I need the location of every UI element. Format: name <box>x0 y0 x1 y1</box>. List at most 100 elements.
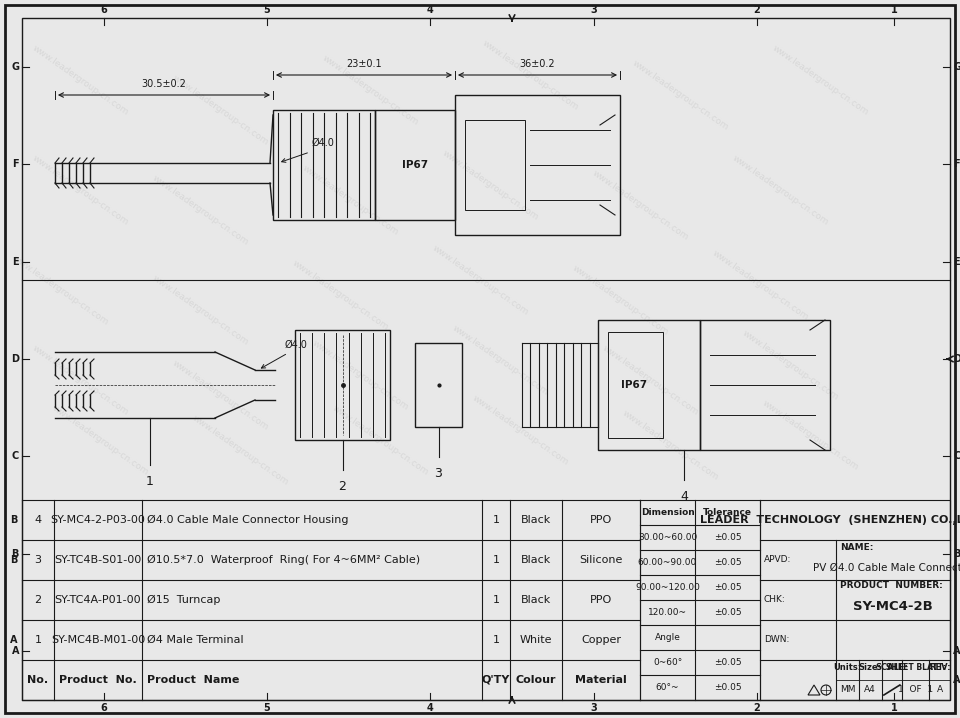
Text: 1: 1 <box>492 555 499 565</box>
Text: SY-TC4B-S01-00: SY-TC4B-S01-00 <box>55 555 142 565</box>
Text: Copper: Copper <box>581 635 621 645</box>
Bar <box>700 320 830 450</box>
Bar <box>415 343 462 427</box>
Text: 2: 2 <box>35 595 41 605</box>
Text: No.: No. <box>28 675 49 685</box>
Text: SY-MC4B-M01-00: SY-MC4B-M01-00 <box>51 635 145 645</box>
Text: PPO: PPO <box>589 595 612 605</box>
Bar <box>295 330 390 440</box>
Text: 1: 1 <box>891 703 898 713</box>
Text: www.leadergroup-cn.com: www.leadergroup-cn.com <box>441 148 540 222</box>
Text: NAME:: NAME: <box>840 544 874 552</box>
Text: www.leadergroup-cn.com: www.leadergroup-cn.com <box>30 43 130 117</box>
Text: A: A <box>11 635 17 645</box>
Text: 120.00~: 120.00~ <box>648 608 687 617</box>
Text: SY-TC4A-P01-00: SY-TC4A-P01-00 <box>55 595 141 605</box>
Text: 23±0.1: 23±0.1 <box>347 59 382 69</box>
Bar <box>455 95 620 235</box>
Text: 3: 3 <box>590 5 597 15</box>
Text: 1: 1 <box>492 515 499 525</box>
Text: ±0.05: ±0.05 <box>713 658 741 667</box>
Text: ±0.05: ±0.05 <box>713 683 741 692</box>
Text: 60.00~90.00: 60.00~90.00 <box>637 558 697 567</box>
Text: PRODUCT  NUMBER:: PRODUCT NUMBER: <box>840 582 943 590</box>
Text: Ø10.5*7.0  Waterproof  Ring( For 4~6MM² Cable): Ø10.5*7.0 Waterproof Ring( For 4~6MM² Ca… <box>147 555 420 565</box>
Text: PPO: PPO <box>589 515 612 525</box>
Text: APVD:: APVD: <box>764 556 791 564</box>
Text: 5: 5 <box>263 703 270 713</box>
Text: Colour: Colour <box>516 675 556 685</box>
Text: E: E <box>953 256 960 266</box>
Text: ±0.05: ±0.05 <box>713 558 741 567</box>
Text: www.leadergroup-cn.com: www.leadergroup-cn.com <box>11 253 109 327</box>
Text: LEADER  TECHNOLOGY  (SHENZHEN) CO.,LTMITED: LEADER TECHNOLOGY (SHENZHEN) CO.,LTMITED <box>701 515 960 525</box>
Text: www.leadergroup-cn.com: www.leadergroup-cn.com <box>480 38 580 112</box>
Text: SCALE:: SCALE: <box>876 663 908 673</box>
Text: 4: 4 <box>680 490 688 503</box>
Text: ±0.05: ±0.05 <box>713 608 741 617</box>
Text: www.leadergroup-cn.com: www.leadergroup-cn.com <box>310 338 410 411</box>
Text: Q'TY: Q'TY <box>482 675 510 685</box>
Text: Dimension: Dimension <box>640 508 694 517</box>
Text: www.leadergroup-cn.com: www.leadergroup-cn.com <box>600 343 700 416</box>
Text: 30.00~60.00: 30.00~60.00 <box>637 533 697 542</box>
Text: www.leadergroup-cn.com: www.leadergroup-cn.com <box>620 409 720 482</box>
Text: 6: 6 <box>100 703 107 713</box>
Text: 2: 2 <box>754 703 760 713</box>
Text: 1: 1 <box>35 635 41 645</box>
Text: 36±0.2: 36±0.2 <box>519 59 555 69</box>
Text: 3: 3 <box>435 467 443 480</box>
Text: Ø4.0: Ø4.0 <box>312 138 335 148</box>
Text: www.leadergroup-cn.com: www.leadergroup-cn.com <box>740 328 840 402</box>
Text: 60°~: 60°~ <box>656 683 680 692</box>
Text: A: A <box>12 646 19 656</box>
Text: ±0.05: ±0.05 <box>713 533 741 542</box>
Text: 1: 1 <box>492 595 499 605</box>
Text: www.leadergroup-cn.com: www.leadergroup-cn.com <box>430 243 530 317</box>
Text: C: C <box>953 452 960 462</box>
Text: www.leadergroup-cn.com: www.leadergroup-cn.com <box>150 173 250 247</box>
Text: 5: 5 <box>263 5 270 15</box>
Text: IP67: IP67 <box>402 160 428 170</box>
Text: www.leadergroup-cn.com: www.leadergroup-cn.com <box>170 358 270 432</box>
Text: E: E <box>12 256 19 266</box>
Text: www.leadergroup-cn.com: www.leadergroup-cn.com <box>630 58 730 131</box>
Text: Tolerance: Tolerance <box>703 508 752 517</box>
Text: A: A <box>937 686 943 694</box>
Text: www.leadergroup-cn.com: www.leadergroup-cn.com <box>300 163 399 237</box>
Text: 1  OF  1: 1 OF 1 <box>899 686 933 694</box>
Text: www.leadergroup-cn.com: www.leadergroup-cn.com <box>290 258 390 332</box>
Text: D: D <box>953 354 960 364</box>
Text: www.leadergroup-cn.com: www.leadergroup-cn.com <box>150 274 250 347</box>
Text: White: White <box>519 635 552 645</box>
Text: Material: Material <box>575 675 627 685</box>
Text: www.leadergroup-cn.com: www.leadergroup-cn.com <box>570 264 670 337</box>
Text: Black: Black <box>521 515 551 525</box>
Bar <box>375 110 455 220</box>
Text: ±0.05: ±0.05 <box>713 583 741 592</box>
Text: B: B <box>11 555 17 565</box>
Text: 2: 2 <box>754 5 760 15</box>
Text: A: A <box>953 646 960 656</box>
Text: Angle: Angle <box>655 633 681 642</box>
Text: www.leadergroup-cn.com: www.leadergroup-cn.com <box>710 248 810 322</box>
Text: 0~60°: 0~60° <box>653 658 683 667</box>
Text: 2: 2 <box>339 480 347 493</box>
Text: Ø15  Turncap: Ø15 Turncap <box>147 595 221 605</box>
Bar <box>608 332 663 438</box>
Text: www.leadergroup-cn.com: www.leadergroup-cn.com <box>470 393 570 467</box>
Text: DWN:: DWN: <box>764 635 789 645</box>
Text: B: B <box>953 549 960 559</box>
Text: 30.5±0.2: 30.5±0.2 <box>141 79 186 89</box>
Text: www.leadergroup-cn.com: www.leadergroup-cn.com <box>590 168 690 242</box>
Text: C: C <box>12 452 19 462</box>
Text: B: B <box>12 549 19 559</box>
Text: www.leadergroup-cn.com: www.leadergroup-cn.com <box>731 153 829 227</box>
Text: Product  Name: Product Name <box>147 675 239 685</box>
Text: www.leadergroup-cn.com: www.leadergroup-cn.com <box>190 414 290 487</box>
Text: F: F <box>953 159 960 169</box>
Text: www.leadergroup-cn.com: www.leadergroup-cn.com <box>450 323 550 397</box>
Bar <box>598 320 700 450</box>
Text: IP67: IP67 <box>621 380 647 390</box>
Text: SY-MC4-2-P03-00: SY-MC4-2-P03-00 <box>51 515 145 525</box>
